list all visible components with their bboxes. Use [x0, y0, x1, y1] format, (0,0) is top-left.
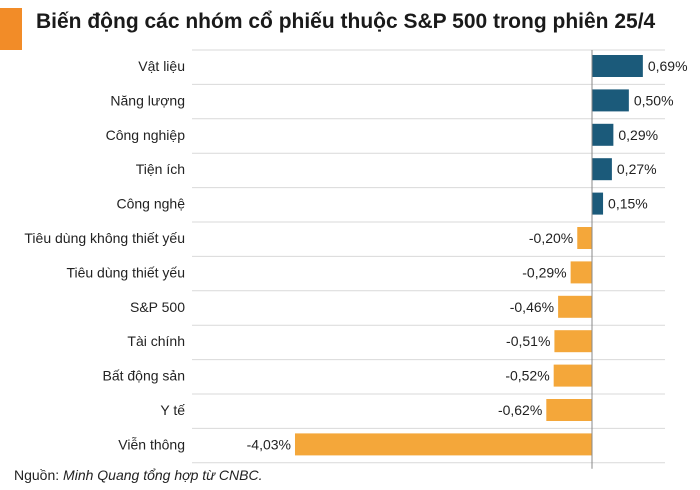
value-label: 0,50% — [634, 92, 674, 108]
value-label: 0,27% — [617, 161, 657, 177]
bar — [553, 364, 592, 387]
category-labels: Vật liệu Năng lượng Công nghiệp Tiện ích Côn… — [24, 58, 185, 452]
bar — [592, 158, 612, 181]
bar — [592, 123, 614, 146]
bar — [592, 89, 629, 112]
bars — [294, 55, 643, 456]
category-label: Công nghiệp — [106, 127, 186, 143]
value-labels: 0,69% 0,50% 0,29% 0,27% 0,15% -0,20% -0,29% -0,… — [247, 58, 688, 452]
bar — [554, 330, 592, 353]
value-label: -0,46% — [510, 299, 554, 315]
value-label: -0,20% — [529, 230, 573, 246]
category-label: Vật liệu — [138, 58, 185, 74]
source-text: Minh Quang tổng hợp từ CNBC. — [63, 467, 263, 483]
value-label: -0,62% — [498, 402, 542, 418]
value-label: -0,29% — [522, 264, 566, 280]
chart-title: Biến động các nhóm cổ phiếu thuộc S&P 50… — [36, 10, 656, 33]
value-label: -0,52% — [505, 368, 549, 384]
value-label: 0,15% — [608, 196, 648, 212]
category-label: Bất động sản — [102, 368, 185, 384]
category-label: Công nghệ — [116, 196, 185, 212]
category-label: S&P 500 — [130, 299, 185, 315]
bar — [294, 433, 592, 456]
source-note: Nguồn: Minh Quang tổng hợp từ CNBC. — [14, 467, 262, 483]
title-accent-bar — [0, 8, 22, 50]
category-label: Tài chính — [127, 333, 185, 349]
category-label: Tiêu dùng thiết yếu — [66, 264, 185, 280]
bar — [577, 227, 592, 249]
category-label: Viễn thông — [118, 436, 185, 452]
category-label: Y tế — [160, 402, 185, 418]
value-label: 0,29% — [618, 127, 658, 143]
bar — [592, 192, 604, 215]
gridlines — [192, 49, 665, 464]
value-label: 0,69% — [648, 58, 688, 74]
bar — [592, 55, 643, 77]
category-label: Năng lượng — [110, 92, 185, 108]
value-label: -0,51% — [506, 333, 550, 349]
category-label: Tiêu dùng không thiết yếu — [24, 230, 185, 246]
category-label: Tiện ích — [136, 161, 185, 177]
source-label: Nguồn: — [14, 467, 60, 483]
bar — [546, 399, 592, 421]
value-label: -4,03% — [247, 436, 291, 452]
bar — [558, 295, 592, 318]
bar — [570, 261, 592, 284]
